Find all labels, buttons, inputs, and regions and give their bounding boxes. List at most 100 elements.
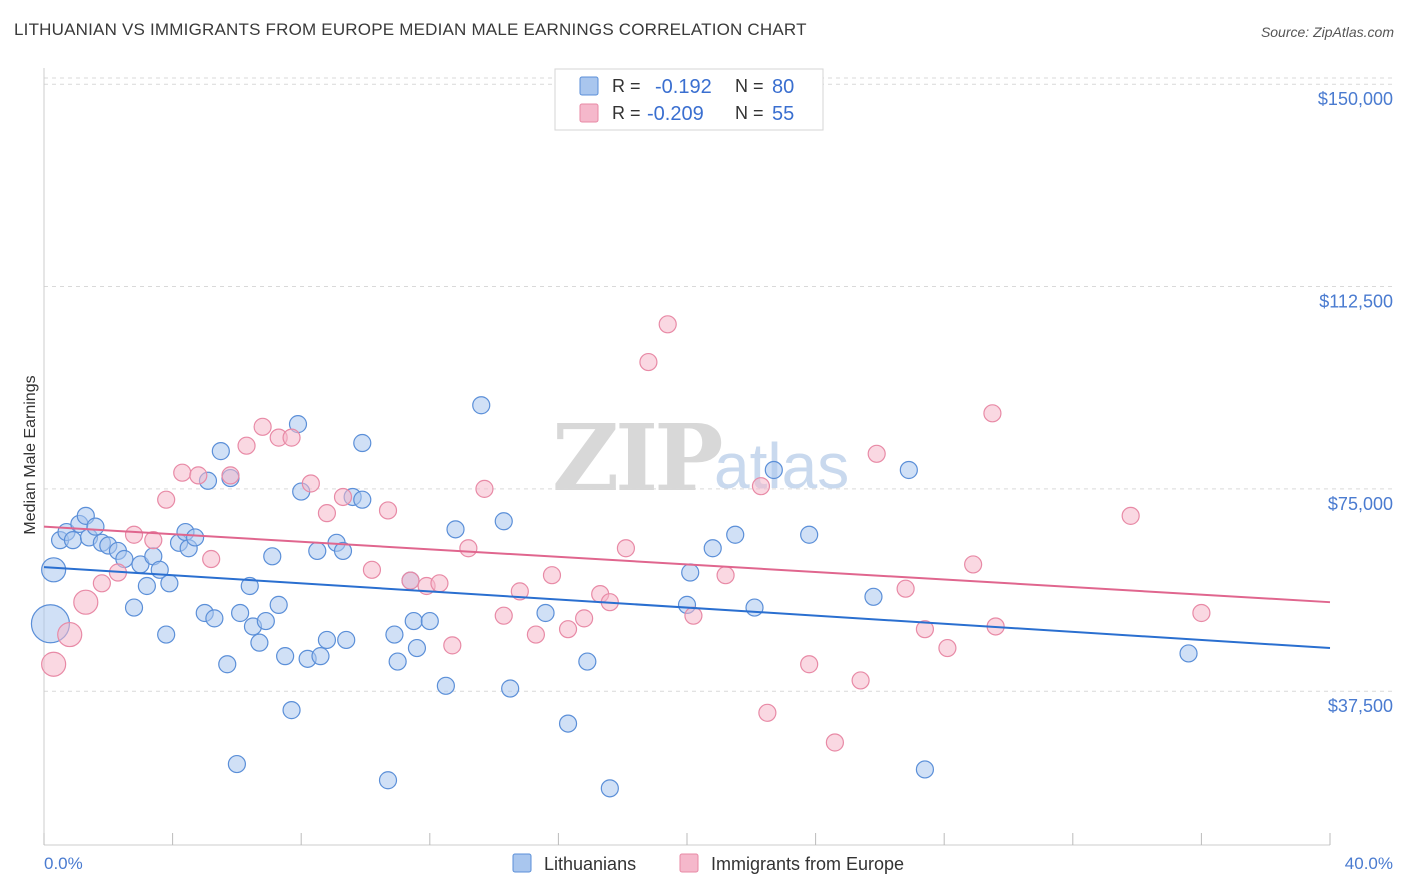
immigrants-point <box>510 582 529 601</box>
immigrants-point <box>144 531 163 550</box>
series-lithuanians-points <box>30 396 1198 798</box>
immigrants-point <box>221 466 240 485</box>
lithuanians-point <box>41 557 67 583</box>
lithuanians-point <box>353 490 372 509</box>
immigrants-point <box>758 703 777 722</box>
lithuanians-point <box>536 603 555 623</box>
immigrants-point <box>575 609 594 628</box>
lithuanians-point <box>211 442 230 461</box>
immigrants-point <box>639 352 658 372</box>
lithuanians-point <box>337 630 356 650</box>
lithuanians-point <box>124 598 144 617</box>
lithuanians-point <box>227 754 246 774</box>
immigrants-point <box>157 490 176 509</box>
immigrants-point <box>41 651 67 677</box>
y-tick-label: $37,500 <box>1328 696 1393 716</box>
legend-r-label-1: R = <box>612 76 641 96</box>
y-axis-tick-labels: $150,000 $112,500 $75,000 $37,500 <box>1318 89 1393 716</box>
legend-n-label-1: N = <box>735 76 764 96</box>
gridlines <box>44 77 1395 692</box>
immigrants-point <box>896 579 915 598</box>
lithuanians-point <box>472 396 491 415</box>
lithuanians-point <box>388 652 407 671</box>
lithuanians-point <box>137 576 156 596</box>
immigrants-point <box>401 571 420 590</box>
series-legend: Lithuanians Immigrants from Europe <box>512 853 904 874</box>
immigrants-point <box>915 620 935 639</box>
legend-r-value-1: -0.192 <box>655 76 712 98</box>
lithuanians-point <box>231 603 250 623</box>
immigrants-point <box>459 539 478 558</box>
immigrants-point <box>173 463 192 482</box>
legend-swatch-lithuanians <box>579 76 599 96</box>
y-tick-label: $112,500 <box>1319 292 1393 312</box>
lithuanians-point <box>250 633 269 652</box>
correlation-legend: R = -0.192 N = 80 R = -0.209 N = 55 <box>554 68 824 131</box>
lithuanians-point <box>157 625 176 644</box>
watermark: ZIP atlas <box>552 404 849 512</box>
lithuanians-point <box>745 598 764 617</box>
immigrants-point <box>964 555 983 574</box>
immigrants-point <box>542 566 562 585</box>
immigrants-point <box>800 655 819 674</box>
immigrants-point <box>1192 603 1211 623</box>
lithuanians-point <box>726 525 745 544</box>
immigrants-point <box>237 436 256 455</box>
watermark-zip: ZIP <box>552 404 721 512</box>
y-axis-label: Median Male Earnings <box>22 375 39 534</box>
lithuanians-point <box>681 563 700 582</box>
immigrants-point <box>558 620 578 639</box>
immigrants-point <box>92 574 111 593</box>
lithuanians-point <box>256 611 275 631</box>
lithuanians-point <box>282 701 301 720</box>
immigrants-point <box>301 474 320 493</box>
lithuanians-point <box>385 625 404 644</box>
lithuanians-point <box>218 655 237 674</box>
lithuanians-point <box>276 647 295 666</box>
lithuanians-point <box>308 541 327 561</box>
legend-r-value-2: -0.209 <box>647 103 704 125</box>
legend-n-value-2: 55 <box>772 103 794 125</box>
immigrants-point <box>430 574 449 593</box>
immigrants-point <box>938 638 957 658</box>
immigrants-point <box>684 606 703 625</box>
trendline-immigrants <box>43 525 1331 604</box>
lithuanians-point <box>404 611 423 631</box>
immigrants-point <box>362 560 382 579</box>
immigrants-point <box>867 444 886 463</box>
y-tick-label: $75,000 <box>1328 494 1393 514</box>
series-immigrants-points <box>41 315 1211 752</box>
x-tick-label-max: 40.0% <box>1345 854 1393 873</box>
immigrants-point <box>73 589 99 615</box>
x-axis-ticks <box>43 833 1331 845</box>
bottom-legend-swatch-lithuanians <box>512 853 532 873</box>
bottom-legend-swatch-immigrants <box>679 853 699 873</box>
lithuanians-point <box>317 630 337 650</box>
lithuanians-point <box>353 433 372 453</box>
source-label: Source: ZipAtlas.com <box>1260 24 1394 40</box>
lithuanians-point <box>311 647 330 666</box>
legend-r-label-2: R = <box>612 103 641 123</box>
immigrants-point <box>751 477 771 496</box>
lithuanians-point <box>407 638 427 658</box>
lithuanians-point <box>205 609 224 628</box>
lithuanians-point <box>501 679 520 698</box>
lithuanians-point <box>446 520 465 539</box>
lithuanians-point <box>240 576 259 596</box>
immigrants-point <box>443 636 462 655</box>
lithuanians-point <box>378 771 398 790</box>
bottom-legend-label-lithuanians: Lithuanians <box>544 854 636 874</box>
lithuanians-point <box>333 541 353 561</box>
legend-n-label-2: N = <box>735 103 764 123</box>
lithuanians-point <box>269 595 288 614</box>
lithuanians-point <box>558 714 578 733</box>
lithuanians-point <box>899 460 918 480</box>
immigrants-point <box>825 733 844 752</box>
lithuanians-point <box>63 531 83 550</box>
immigrants-point <box>716 566 735 585</box>
lithuanians-point <box>600 779 619 798</box>
immigrants-point <box>317 504 337 523</box>
lithuanians-point <box>578 652 597 671</box>
lithuanians-point <box>494 512 513 531</box>
